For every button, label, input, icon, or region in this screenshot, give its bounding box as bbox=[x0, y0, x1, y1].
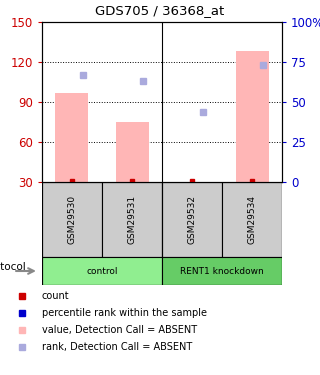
Text: GSM29530: GSM29530 bbox=[68, 195, 76, 244]
Bar bbox=[116, 122, 148, 182]
Bar bbox=[55, 93, 89, 182]
Text: GSM29532: GSM29532 bbox=[188, 195, 196, 244]
Bar bbox=[42, 182, 102, 257]
Bar bbox=[102, 182, 162, 257]
Text: value, Detection Call = ABSENT: value, Detection Call = ABSENT bbox=[42, 325, 197, 335]
Text: RENT1 knockdown: RENT1 knockdown bbox=[180, 267, 264, 276]
Bar bbox=[236, 51, 268, 182]
Text: rank, Detection Call = ABSENT: rank, Detection Call = ABSENT bbox=[42, 342, 192, 352]
Bar bbox=[162, 182, 222, 257]
Text: protocol: protocol bbox=[0, 262, 26, 272]
Text: GSM29534: GSM29534 bbox=[247, 195, 257, 244]
Text: percentile rank within the sample: percentile rank within the sample bbox=[42, 308, 207, 318]
Bar bbox=[222, 182, 282, 257]
Text: count: count bbox=[42, 291, 69, 301]
Text: GDS705 / 36368_at: GDS705 / 36368_at bbox=[95, 4, 225, 18]
Bar bbox=[162, 257, 282, 285]
Text: GSM29531: GSM29531 bbox=[127, 195, 137, 244]
Text: control: control bbox=[86, 267, 118, 276]
Bar bbox=[42, 257, 162, 285]
